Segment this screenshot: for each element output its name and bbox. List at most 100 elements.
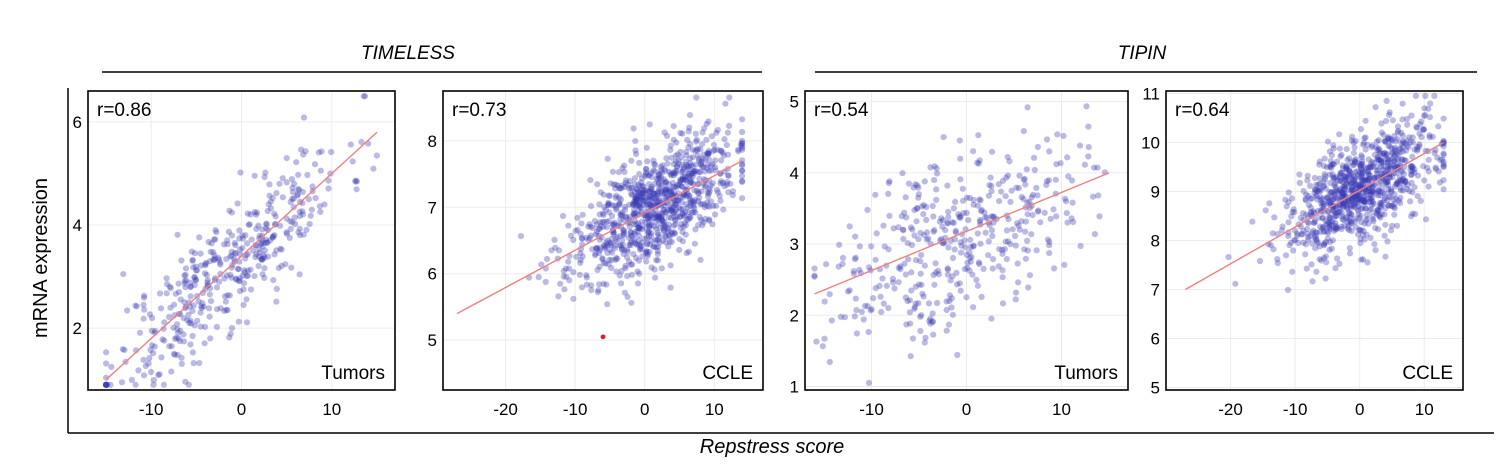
scatter-point <box>913 218 920 225</box>
scatter-point <box>739 140 746 147</box>
scatter-point <box>1274 256 1281 263</box>
scatter-point <box>954 281 961 288</box>
scatter-point <box>911 232 918 239</box>
scatter-point <box>1033 247 1040 254</box>
scatter-point <box>1373 173 1380 180</box>
scatter-point <box>1069 199 1076 206</box>
scatter-point <box>1274 260 1281 267</box>
scatter-point <box>615 169 623 176</box>
scatter-point <box>1051 265 1058 272</box>
scatter-point <box>862 302 869 310</box>
scatter-point <box>656 225 663 232</box>
scatter-point <box>638 194 645 201</box>
dataset-label: Tumors <box>1054 363 1118 384</box>
scatter-point <box>1369 216 1377 223</box>
scatter-point <box>1375 188 1382 195</box>
scatter-point <box>1346 250 1354 257</box>
scatter-point <box>585 236 592 243</box>
scatter-point <box>929 202 936 210</box>
scatter-point <box>278 246 285 253</box>
scatter-point <box>1320 242 1327 249</box>
scatter-point <box>1249 218 1256 225</box>
scatter-point <box>1379 184 1386 191</box>
scatter-point <box>678 199 685 206</box>
scatter-point <box>291 220 299 228</box>
scatter-point <box>699 222 706 229</box>
scatter-point <box>667 262 674 269</box>
scatter-point <box>1432 164 1439 171</box>
scatter-point <box>260 251 267 258</box>
scatter-point <box>255 222 262 229</box>
scatter-point <box>1369 186 1376 193</box>
scatter-point <box>178 354 185 361</box>
scatter-point <box>1404 142 1411 149</box>
scatter-point <box>1345 198 1352 206</box>
scatter-point <box>673 139 680 146</box>
scatter-point <box>1015 279 1022 286</box>
scatter-point <box>647 232 655 239</box>
scatter-point <box>1028 194 1035 201</box>
scatter-point <box>1050 206 1057 213</box>
scatter-point <box>1412 211 1419 218</box>
scatter-point <box>658 215 665 222</box>
scatter-point <box>622 265 629 272</box>
scatter-point <box>702 182 709 189</box>
scatter-point <box>989 148 996 155</box>
scatter-point <box>646 188 653 195</box>
scatter-point <box>654 199 661 206</box>
scatter-point <box>1043 181 1050 188</box>
scatter-point <box>678 154 685 161</box>
scatter-point <box>1378 170 1385 177</box>
scatter-point <box>667 189 674 196</box>
scatter-point <box>678 183 686 190</box>
scatter-point <box>940 134 947 141</box>
scatter-point <box>976 157 983 164</box>
scatter-point <box>203 271 210 279</box>
scatter-point <box>643 248 650 255</box>
scatter-point <box>620 227 627 234</box>
scatter-point <box>1389 202 1396 209</box>
scatter-point <box>1378 158 1385 165</box>
scatter-point <box>1310 219 1317 226</box>
scatter-point <box>191 322 198 329</box>
scatter-point <box>202 262 209 269</box>
scatter-point <box>953 269 960 276</box>
scatter-point <box>193 267 200 274</box>
scatter-point <box>650 157 657 164</box>
scatter-point <box>1002 238 1009 245</box>
scatter-point <box>1319 199 1326 206</box>
scatter-point <box>1369 199 1376 206</box>
scatter-point <box>613 205 620 212</box>
scatter-point <box>662 223 669 231</box>
scatter-point <box>640 187 647 194</box>
scatter-point <box>1324 228 1331 235</box>
scatter-point <box>952 198 959 205</box>
scatter-point <box>241 267 248 274</box>
scatter-point <box>1346 217 1353 225</box>
scatter-point <box>1021 246 1028 253</box>
scatter-point <box>1350 149 1357 157</box>
scatter-point <box>671 230 679 237</box>
scatter-point <box>211 257 218 264</box>
scatter-point <box>952 236 959 243</box>
scatter-point <box>224 241 231 248</box>
scatter-point <box>1328 221 1335 228</box>
scatter-point <box>1308 209 1315 216</box>
scatter-point <box>628 229 635 236</box>
scatter-point <box>616 201 623 208</box>
scatter-point <box>670 183 677 190</box>
scatter-point <box>1303 191 1310 198</box>
scatter-point <box>635 237 643 244</box>
scatter-point <box>1348 210 1355 217</box>
scatter-point <box>683 148 690 156</box>
scatter-point <box>1342 172 1349 179</box>
scatter-point <box>1359 177 1366 184</box>
scatter-point <box>1319 225 1326 232</box>
scatter-point <box>701 168 709 175</box>
scatter-point <box>643 241 650 248</box>
scatter-point <box>1330 197 1337 204</box>
scatter-point <box>568 232 575 239</box>
scatter-point <box>1294 232 1301 239</box>
scatter-point <box>1418 134 1425 141</box>
scatter-point <box>635 220 642 227</box>
